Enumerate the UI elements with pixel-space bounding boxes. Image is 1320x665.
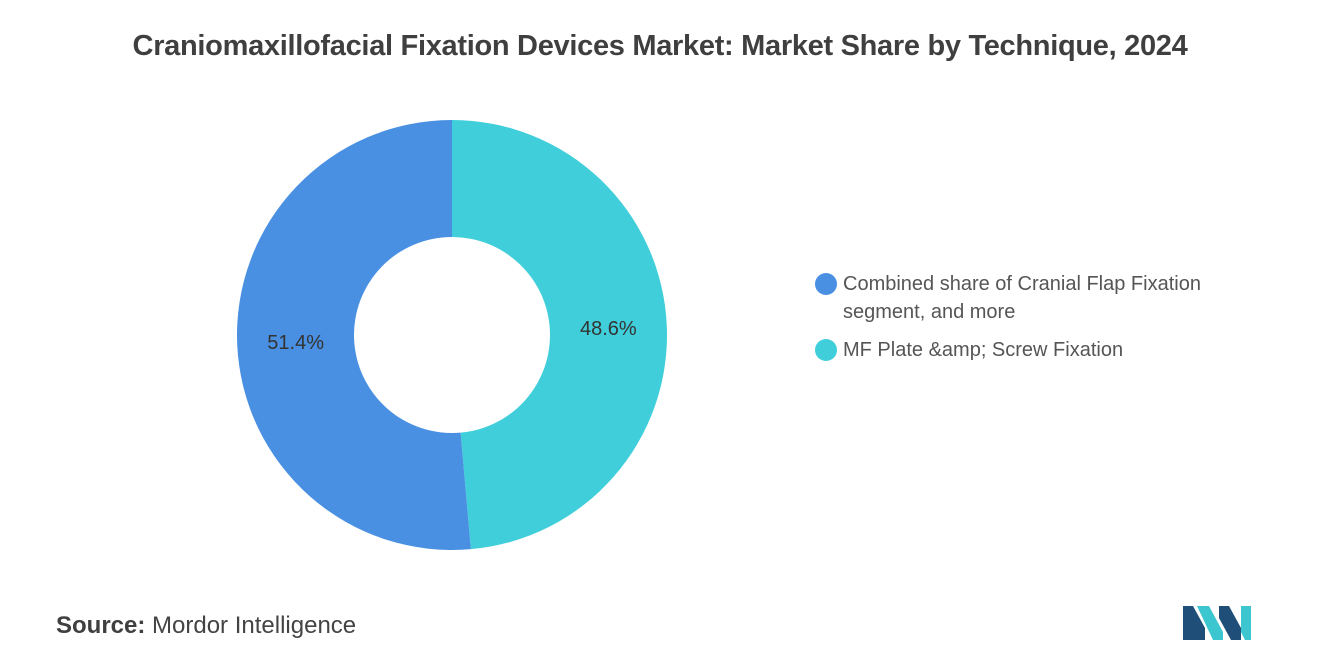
legend-item-mf-plate-screw[interactable]: MF Plate &amp; Screw Fixation bbox=[815, 336, 1275, 364]
legend-swatch-cranial-flap bbox=[815, 273, 837, 295]
logo-shape-right bbox=[1219, 606, 1241, 640]
logo-shape-mid bbox=[1197, 606, 1223, 640]
donut-slice-1[interactable] bbox=[237, 120, 471, 550]
donut-slice-0[interactable] bbox=[452, 120, 668, 550]
source-note: Source: Mordor Intelligence bbox=[56, 612, 356, 640]
source-key: Source: bbox=[56, 612, 146, 639]
chart-legend: Combined share of Cranial Flap Fixation … bbox=[815, 270, 1275, 374]
source-value: Mordor Intelligence bbox=[152, 612, 357, 639]
logo-shape-edge bbox=[1241, 606, 1251, 640]
chart-title: Craniomaxillofacial Fixation Devices Mar… bbox=[132, 30, 1188, 62]
donut-slice-label-0: 48.6% bbox=[580, 318, 637, 340]
donut-slice-label-1: 51.4% bbox=[267, 332, 324, 354]
legend-label-mf-plate-screw: MF Plate &amp; Screw Fixation bbox=[843, 339, 1124, 361]
mordor-intelligence-logo-icon bbox=[1183, 606, 1251, 640]
legend-item-cranial-flap[interactable]: Combined share of Cranial Flap Fixation … bbox=[815, 270, 1275, 326]
legend-label-cranial-flap: Combined share of Cranial Flap Fixation … bbox=[843, 273, 1201, 323]
logo-shape-left bbox=[1183, 606, 1205, 640]
legend-swatch-mf-plate-screw bbox=[815, 339, 837, 361]
